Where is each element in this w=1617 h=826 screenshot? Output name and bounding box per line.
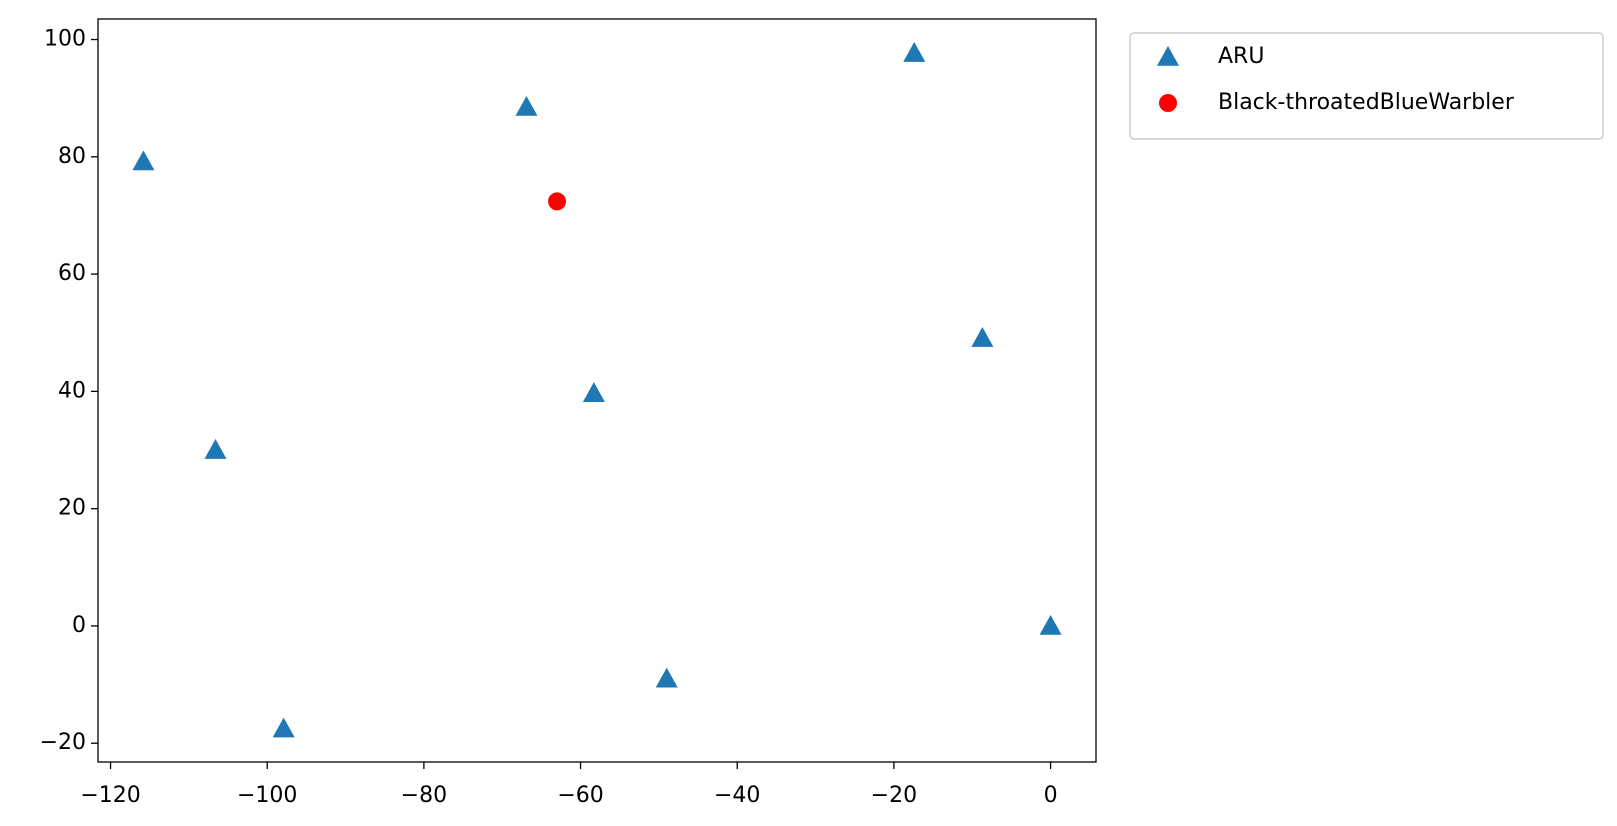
y-tick-label: 0: [72, 613, 86, 638]
point: [548, 192, 567, 211]
point: [582, 382, 605, 402]
x-tick-label: −120: [80, 783, 140, 808]
point: [515, 95, 538, 116]
x-tick-label: −60: [557, 783, 603, 808]
y-tick-label: 100: [44, 27, 86, 52]
x-tick-label: −20: [871, 783, 917, 808]
point: [272, 717, 295, 738]
x-tick-label: −40: [714, 783, 760, 808]
plot-frame: [97, 18, 1097, 763]
legend-label: ARU: [1218, 44, 1264, 69]
y-tick-label: 60: [58, 261, 86, 286]
legend-box: [1129, 32, 1604, 140]
legend-label: Black-throatedBlueWarbler: [1218, 90, 1515, 115]
point: [132, 150, 155, 171]
point: [204, 439, 227, 459]
y-tick-label: 80: [58, 144, 86, 169]
point: [1039, 614, 1062, 635]
y-tick-label: 40: [58, 378, 86, 403]
legend-marker: [1157, 46, 1179, 66]
point: [655, 667, 678, 688]
x-tick-label: −100: [237, 783, 297, 808]
point: [903, 42, 926, 62]
point: [971, 327, 994, 347]
y-tick-label: 20: [58, 496, 86, 521]
legend-marker: [1159, 94, 1177, 112]
x-tick-label: −80: [401, 783, 447, 808]
x-tick-label: 0: [1044, 783, 1058, 808]
y-tick-label: −20: [40, 730, 86, 755]
